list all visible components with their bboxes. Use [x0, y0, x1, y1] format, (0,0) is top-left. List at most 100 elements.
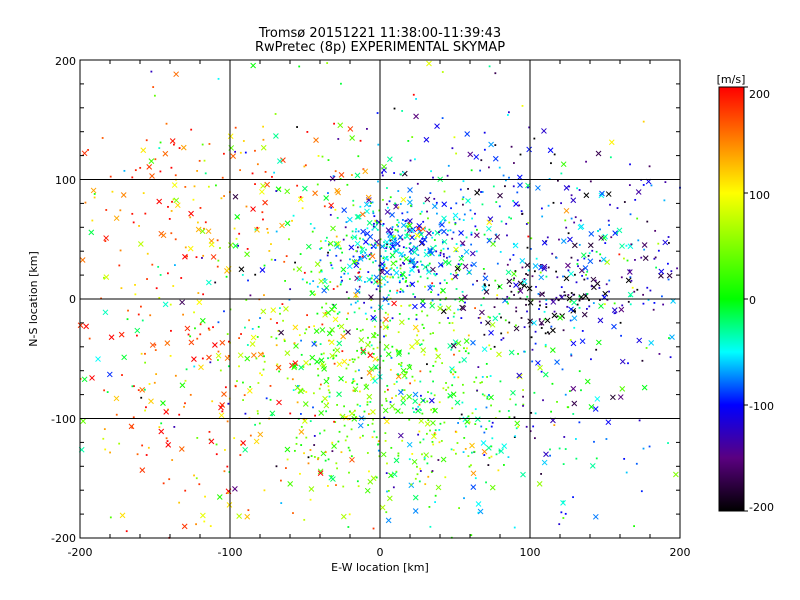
cross-point: [393, 203, 399, 210]
cross-point: [431, 433, 437, 440]
dot-point: [430, 471, 433, 473]
dot-point: [227, 354, 230, 357]
dot-point: [412, 293, 415, 296]
dot-point: [378, 209, 381, 212]
cross-point: [536, 480, 543, 487]
dot-point: [630, 243, 633, 246]
cross-point: [579, 338, 586, 345]
dot-point: [422, 220, 425, 223]
cross-point: [210, 254, 217, 260]
cross-point: [370, 409, 376, 415]
dot-point: [396, 229, 399, 232]
dot-point: [415, 247, 418, 250]
cross-point: [611, 307, 618, 313]
cross-point: [481, 285, 488, 292]
cross-point: [554, 359, 560, 365]
dot-point: [352, 389, 355, 392]
dot-point: [292, 512, 294, 514]
cross-point: [260, 144, 267, 151]
cross-point: [308, 486, 315, 492]
dot-point: [422, 339, 425, 342]
dot-point: [583, 257, 586, 260]
dot-point: [262, 218, 264, 221]
dot-point: [398, 281, 401, 284]
dot-point: [381, 174, 384, 177]
dot-point: [667, 278, 670, 281]
cross-point: [397, 432, 404, 439]
dot-point: [399, 252, 402, 254]
dot-point: [431, 441, 434, 443]
cross-point: [187, 245, 194, 252]
dot-point: [372, 527, 375, 530]
dot-point: [411, 375, 414, 378]
cross-point: [398, 319, 405, 326]
dot-point: [443, 421, 446, 424]
dot-point: [447, 164, 450, 167]
dot-point: [201, 143, 204, 146]
dot-point: [658, 353, 661, 355]
dot-point: [470, 243, 473, 246]
dot-point: [327, 357, 329, 360]
cross-point: [360, 228, 366, 235]
cross-point: [382, 407, 389, 414]
dot-point: [437, 293, 440, 296]
x-tick-label: -100: [218, 546, 243, 559]
dot-point: [443, 255, 445, 258]
dot-point: [423, 353, 426, 356]
dot-point: [572, 496, 574, 499]
dot-point: [563, 291, 566, 293]
cross-point: [384, 269, 390, 276]
dot-point: [368, 470, 370, 473]
dot-point: [556, 400, 558, 403]
cross-point: [486, 219, 493, 226]
cross-point: [464, 131, 471, 137]
cross-point: [317, 468, 324, 475]
cross-point: [565, 262, 571, 269]
dot-point: [548, 332, 551, 335]
dot-point: [483, 333, 486, 336]
dot-point: [378, 264, 381, 267]
cross-point: [401, 372, 408, 379]
dot-point: [366, 227, 369, 230]
cross-point: [617, 394, 624, 400]
cross-point: [409, 343, 415, 350]
dot-point: [543, 310, 546, 313]
cross-point: [80, 418, 87, 424]
dot-point: [357, 485, 360, 488]
dot-point: [453, 136, 456, 139]
dot-point: [131, 425, 133, 428]
dot-point: [480, 191, 482, 193]
dot-point: [653, 301, 656, 304]
dot-point: [599, 299, 601, 301]
dot-point: [620, 276, 623, 279]
cross-point: [349, 135, 356, 141]
dot-point: [395, 348, 398, 351]
dot-point: [509, 258, 512, 261]
cross-point: [619, 386, 626, 392]
dot-point: [381, 171, 383, 174]
dot-point: [308, 326, 311, 328]
dot-point: [414, 158, 416, 161]
dot-point: [425, 235, 427, 238]
y-tick-label: 0: [69, 293, 76, 306]
dot-point: [224, 386, 227, 389]
dot-point: [439, 422, 442, 425]
dot-point: [578, 421, 581, 424]
cross-point: [345, 329, 351, 335]
cross-point: [280, 157, 286, 163]
dot-point: [657, 249, 660, 252]
dot-point: [578, 306, 581, 309]
dot-point: [350, 428, 353, 431]
cross-point: [594, 396, 601, 402]
dot-point: [430, 408, 433, 411]
cross-point: [458, 255, 465, 262]
cross-point: [195, 226, 202, 233]
dot-point: [370, 299, 373, 301]
dot-point: [421, 323, 424, 326]
dot-point: [196, 437, 199, 439]
dot-point: [467, 455, 470, 457]
cross-point: [208, 241, 215, 248]
dot-point: [358, 291, 361, 293]
dot-point: [430, 392, 433, 395]
dot-point: [490, 404, 492, 407]
